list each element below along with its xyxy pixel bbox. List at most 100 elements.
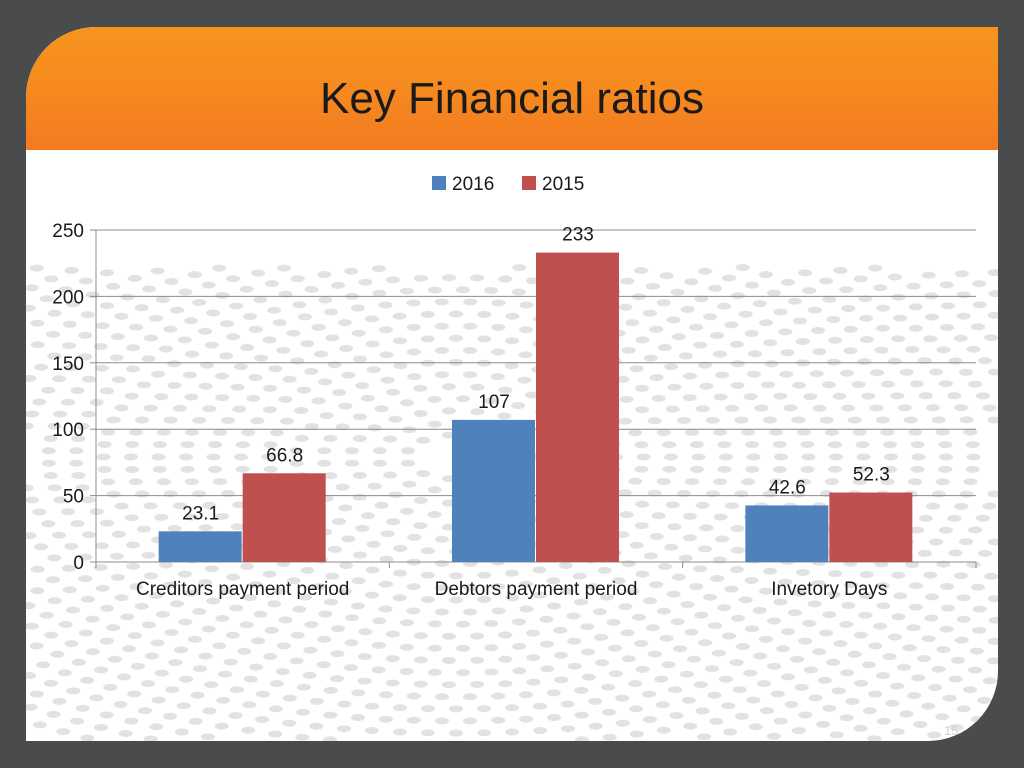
dot [856,453,871,461]
dot [617,417,632,425]
dot [553,626,568,634]
dot [484,287,499,294]
dot [112,530,126,538]
dot [297,313,312,321]
dot [873,284,888,292]
dot [364,315,379,323]
dot [350,602,365,610]
dot [109,354,124,362]
dot [406,299,421,307]
dot [664,363,679,371]
dot [491,299,506,307]
dot [249,663,264,671]
dot [792,381,807,389]
dot [324,598,338,606]
dot [449,310,463,318]
dot [634,465,649,473]
dot [839,286,854,294]
dot [625,319,640,327]
dot [180,441,195,449]
dot [816,720,831,728]
dot [167,525,182,532]
dot [121,645,136,653]
dot [634,522,649,530]
dot [988,616,998,624]
dot [853,631,868,639]
dot [760,707,775,715]
dot [491,692,506,700]
bar-2015 [536,252,619,563]
dot [491,323,506,331]
dot [525,629,540,637]
dot [694,295,709,303]
dot [57,669,72,677]
dot [241,429,256,436]
dot [314,350,328,358]
dot [847,416,862,424]
dot [406,692,421,700]
dot [380,376,395,384]
dot [85,615,100,623]
dot [151,453,166,461]
dot [226,573,241,581]
dot [319,412,334,420]
dot [822,381,836,389]
dot [935,428,950,436]
dot [434,347,449,354]
dot [456,644,470,652]
dot [30,587,45,595]
dot [94,724,108,731]
dot [309,722,324,730]
dot [192,299,207,306]
dot [470,656,485,664]
dot [276,642,291,650]
dot [449,572,463,580]
dot [32,398,47,406]
dot [567,637,582,645]
dot [711,649,726,657]
dot [470,408,485,416]
dot [859,314,874,322]
legend-swatch-2015 [522,176,536,190]
dot [606,618,621,626]
dot [192,665,207,673]
dot [413,680,428,688]
dot [152,465,167,473]
dot [498,680,513,688]
dot [491,716,506,724]
dot [47,309,62,317]
dot [237,647,252,655]
dot [256,690,271,698]
dot [78,553,93,561]
dot [662,465,677,473]
dot [780,349,795,357]
dot [908,324,923,332]
dot [698,267,713,275]
dot [185,350,200,358]
dot [635,406,650,414]
dot [767,662,782,670]
dot [184,317,199,325]
dot [64,364,79,372]
dot [773,392,788,400]
dot [300,566,315,574]
dot [269,680,284,687]
dot [89,398,104,406]
dot [778,328,793,336]
dot [52,375,66,383]
dot [745,465,760,473]
dot [456,286,470,294]
dot [318,610,333,618]
dot [921,271,936,279]
dot [317,447,332,455]
dot [790,655,804,663]
dot [150,267,165,275]
dot [64,542,79,550]
dot [965,441,980,449]
dot [204,681,219,689]
dot [294,407,309,414]
dot [987,490,998,498]
dot [887,273,902,281]
dot [512,264,527,272]
dot [722,632,736,640]
